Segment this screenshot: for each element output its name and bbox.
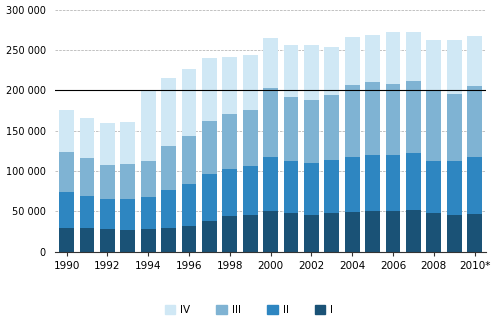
Bar [467, 86, 482, 157]
Bar [345, 37, 359, 86]
Bar [406, 210, 421, 252]
Bar [284, 97, 298, 161]
Bar [120, 122, 135, 164]
Bar [59, 228, 74, 252]
Bar [161, 78, 176, 146]
Bar [345, 156, 359, 212]
Bar [182, 69, 196, 135]
Bar [100, 199, 115, 229]
Bar [202, 58, 217, 121]
Bar [223, 169, 237, 215]
Bar [80, 229, 94, 252]
Bar [386, 212, 400, 252]
Bar [345, 212, 359, 252]
Bar [447, 161, 462, 215]
Bar [80, 158, 94, 196]
Bar [80, 118, 94, 158]
Bar [447, 94, 462, 161]
Bar [386, 32, 400, 84]
Bar [100, 229, 115, 252]
Bar [365, 212, 380, 252]
Bar [161, 146, 176, 190]
Bar [426, 161, 441, 213]
Bar [447, 215, 462, 252]
Bar [406, 32, 421, 81]
Bar [182, 184, 196, 226]
Bar [426, 40, 441, 90]
Bar [263, 212, 278, 252]
Bar [202, 221, 217, 252]
Bar [161, 190, 176, 228]
Bar [141, 229, 156, 252]
Legend: IV, III, II, I: IV, III, II, I [161, 301, 337, 319]
Bar [100, 165, 115, 199]
Bar [243, 215, 257, 252]
Bar [263, 88, 278, 156]
Bar [141, 197, 156, 229]
Bar [467, 36, 482, 86]
Bar [386, 155, 400, 212]
Bar [120, 230, 135, 252]
Bar [80, 196, 94, 229]
Bar [447, 40, 462, 94]
Bar [284, 161, 298, 213]
Bar [243, 55, 257, 110]
Bar [304, 100, 319, 163]
Bar [243, 166, 257, 215]
Bar [406, 153, 421, 210]
Bar [304, 163, 319, 215]
Bar [426, 213, 441, 252]
Bar [467, 157, 482, 214]
Bar [345, 86, 359, 156]
Bar [59, 192, 74, 228]
Bar [325, 160, 339, 213]
Bar [59, 110, 74, 152]
Bar [161, 228, 176, 252]
Bar [304, 215, 319, 252]
Bar [263, 38, 278, 88]
Bar [182, 226, 196, 252]
Bar [59, 152, 74, 192]
Bar [243, 110, 257, 166]
Bar [182, 135, 196, 184]
Bar [100, 123, 115, 165]
Bar [284, 213, 298, 252]
Bar [202, 174, 217, 221]
Bar [263, 156, 278, 212]
Bar [120, 164, 135, 199]
Bar [120, 199, 135, 230]
Bar [406, 81, 421, 153]
Bar [223, 114, 237, 169]
Bar [325, 95, 339, 160]
Bar [365, 82, 380, 155]
Bar [284, 45, 298, 97]
Bar [141, 90, 156, 161]
Bar [365, 35, 380, 82]
Bar [325, 213, 339, 252]
Bar [365, 155, 380, 212]
Bar [202, 121, 217, 174]
Bar [325, 47, 339, 95]
Bar [426, 90, 441, 161]
Bar [223, 57, 237, 114]
Bar [223, 215, 237, 252]
Bar [141, 161, 156, 197]
Bar [386, 84, 400, 155]
Bar [304, 45, 319, 100]
Bar [467, 214, 482, 252]
